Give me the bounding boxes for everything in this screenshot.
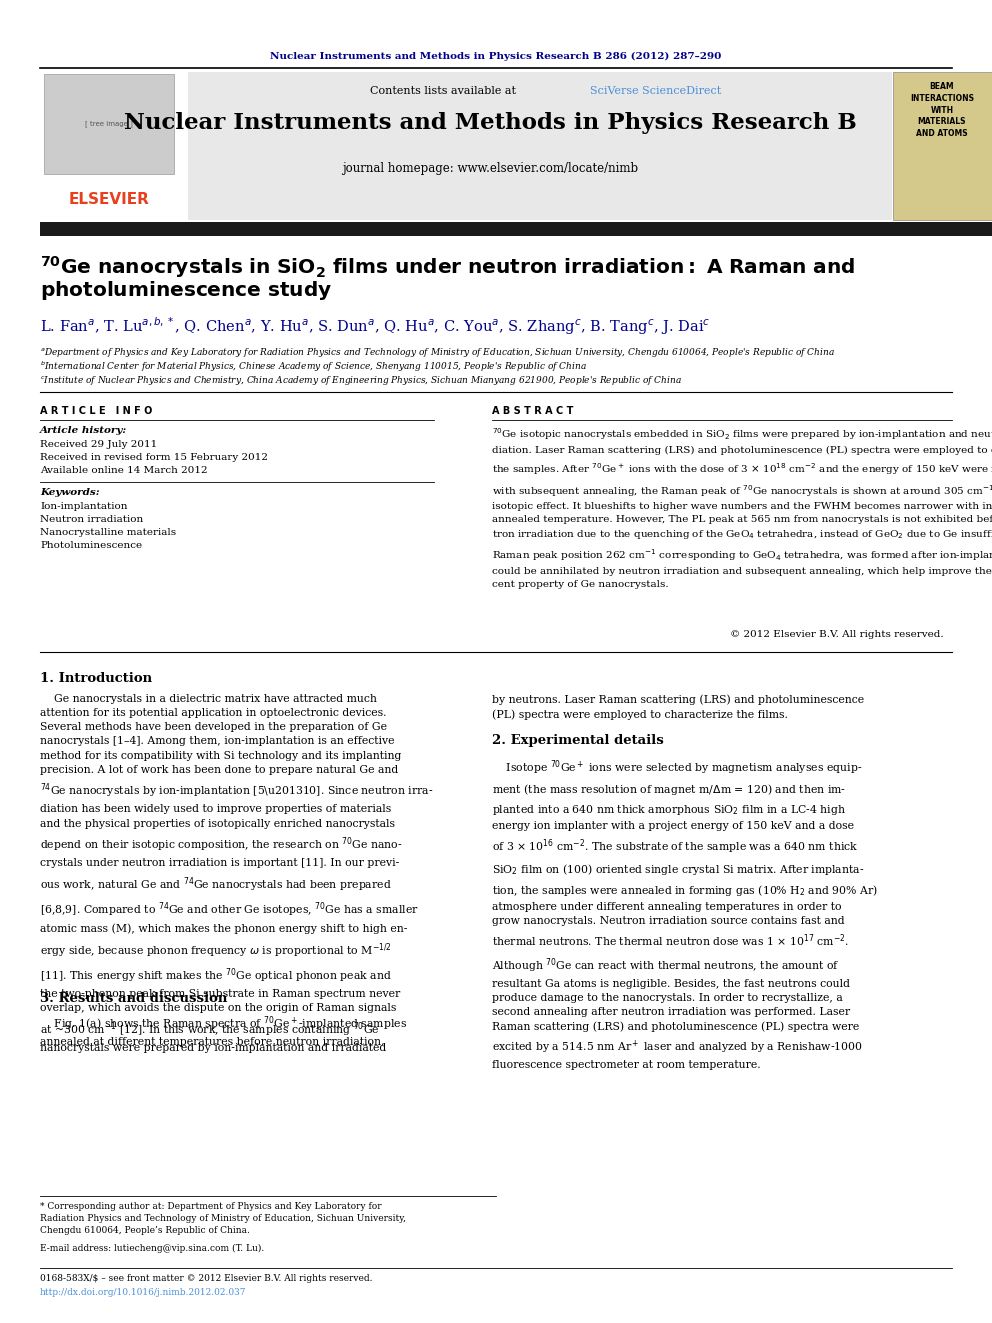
Text: ELSEVIER: ELSEVIER [68,192,150,206]
Text: Contents lists available at: Contents lists available at [370,86,520,97]
Text: journal homepage: www.elsevier.com/locate/nimb: journal homepage: www.elsevier.com/locat… [342,161,638,175]
FancyBboxPatch shape [44,74,174,175]
Text: Ion-implantation: Ion-implantation [40,501,128,511]
Text: $^c$Institute of Nuclear Physics and Chemistry, China Academy of Engineering Phy: $^c$Institute of Nuclear Physics and Che… [40,374,682,388]
Text: BEAM
INTERACTIONS
WITH
MATERIALS
AND ATOMS: BEAM INTERACTIONS WITH MATERIALS AND ATO… [910,82,974,138]
Text: Received in revised form 15 February 2012: Received in revised form 15 February 201… [40,452,268,462]
Text: by neutrons. Laser Raman scattering (LRS) and photoluminescence
(PL) spectra wer: by neutrons. Laser Raman scattering (LRS… [492,695,864,720]
Text: http://dx.doi.org/10.1016/j.nimb.2012.02.037: http://dx.doi.org/10.1016/j.nimb.2012.02… [40,1289,246,1297]
Text: $^a$Department of Physics and Key Laboratory for Radiation Physics and Technolog: $^a$Department of Physics and Key Labora… [40,347,835,359]
Text: [ tree image ]: [ tree image ] [85,120,133,127]
Text: 2. Experimental details: 2. Experimental details [492,734,664,747]
Text: E-mail address: lutiecheng@vip.sina.com (T. Lu).: E-mail address: lutiecheng@vip.sina.com … [40,1244,264,1253]
Text: $^b$International Center for Material Physics, Chinese Academy of Science, Sheny: $^b$International Center for Material Ph… [40,360,587,374]
Text: SciVerse ScienceDirect: SciVerse ScienceDirect [590,86,721,97]
Text: $^{70}$Ge isotopic nanocrystals embedded in SiO$_2$ films were prepared by ion-i: $^{70}$Ge isotopic nanocrystals embedded… [492,426,992,589]
Text: Nanocrystalline materials: Nanocrystalline materials [40,528,177,537]
Text: * Corresponding author at: Department of Physics and Key Laboratory for
Radiatio: * Corresponding author at: Department of… [40,1203,406,1234]
Text: Nuclear Instruments and Methods in Physics Research B 286 (2012) 287–290: Nuclear Instruments and Methods in Physi… [270,52,722,61]
FancyBboxPatch shape [893,71,992,220]
Text: © 2012 Elsevier B.V. All rights reserved.: © 2012 Elsevier B.V. All rights reserved… [730,630,944,639]
Text: 3. Results and discussion: 3. Results and discussion [40,992,227,1005]
Text: A R T I C L E   I N F O: A R T I C L E I N F O [40,406,153,415]
Text: $^{\mathbf{70}}$$\mathbf{Ge\ nanocrystals\ in\ SiO_2\ films\ under\ neutron\ irr: $^{\mathbf{70}}$$\mathbf{Ge\ nanocrystal… [40,254,855,280]
FancyBboxPatch shape [40,71,188,220]
Text: A B S T R A C T: A B S T R A C T [492,406,573,415]
Text: L. Fan$^a$, T. Lu$^{a,b,*}$, Q. Chen$^a$, Y. Hu$^a$, S. Dun$^a$, Q. Hu$^a$, C. Y: L. Fan$^a$, T. Lu$^{a,b,*}$, Q. Chen$^a$… [40,315,710,336]
Text: Neutron irradiation: Neutron irradiation [40,515,143,524]
Text: 0168-583X/$ – see front matter © 2012 Elsevier B.V. All rights reserved.: 0168-583X/$ – see front matter © 2012 El… [40,1274,373,1283]
Text: Article history:: Article history: [40,426,127,435]
FancyBboxPatch shape [40,222,992,235]
Text: Keywords:: Keywords: [40,488,99,497]
Text: 1. Introduction: 1. Introduction [40,672,152,685]
Text: Fig. 1(a) shows the Raman spectra of $^{70}$Ge$^+$-implanted samples
annealed at: Fig. 1(a) shows the Raman spectra of $^{… [40,1013,407,1046]
FancyBboxPatch shape [40,71,892,220]
Text: Received 29 July 2011: Received 29 July 2011 [40,441,158,448]
Text: Available online 14 March 2012: Available online 14 March 2012 [40,466,207,475]
Text: Nuclear Instruments and Methods in Physics Research B: Nuclear Instruments and Methods in Physi… [124,112,856,134]
Text: Isotope $^{70}$Ge$^+$ ions were selected by magnetism analyses equip-
ment (the : Isotope $^{70}$Ge$^+$ ions were selected… [492,758,878,1070]
Text: $\mathbf{photoluminescence\ study}$: $\mathbf{photoluminescence\ study}$ [40,279,332,302]
Text: Photoluminescence: Photoluminescence [40,541,142,550]
Text: Ge nanocrystals in a dielectric matrix have attracted much
attention for its pot: Ge nanocrystals in a dielectric matrix h… [40,695,434,1053]
